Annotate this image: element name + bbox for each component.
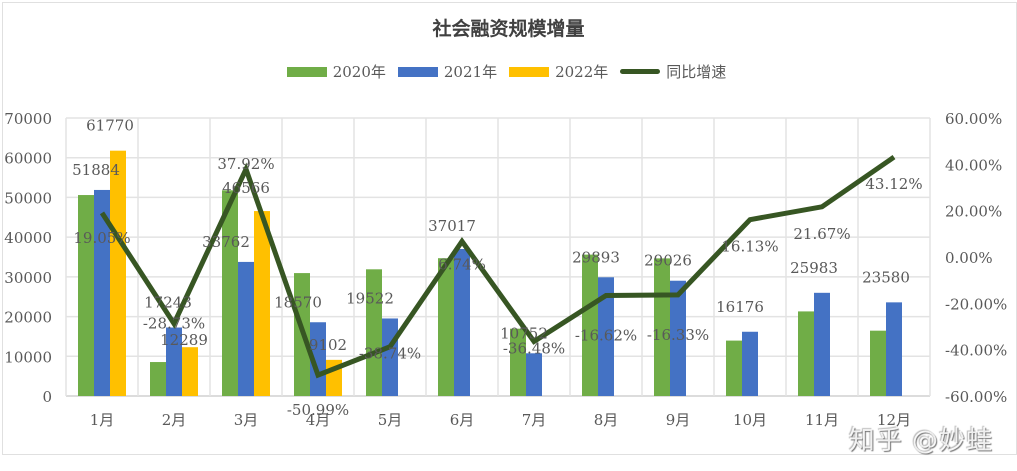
chart-title: 社会融资规模增量 [432, 18, 585, 40]
x-axis-tick: 3月 [234, 411, 259, 429]
left-axis-tick: 70000 [4, 110, 52, 128]
bar-2020年 [366, 269, 382, 396]
bar-data-label: 29026 [644, 252, 692, 270]
line-data-label: 21.67% [793, 225, 850, 243]
left-axis-tick: 30000 [4, 269, 52, 287]
right-axis-tick: 0.00% [945, 249, 993, 267]
bar-data-label: 46566 [222, 179, 270, 197]
left-axis-tick: 10000 [4, 348, 52, 366]
legend-bar-swatch [509, 66, 550, 77]
legend-bar-swatch [286, 66, 327, 77]
bar-2020年 [582, 254, 598, 396]
bar-data-label: 23580 [862, 268, 910, 286]
bar-data-label: 37017 [428, 217, 476, 235]
line-data-label: -38.74% [359, 345, 421, 363]
bar-2022年 [254, 211, 270, 396]
bar-2021年 [742, 331, 758, 396]
line-data-label: 43.12% [865, 175, 922, 193]
line-data-label: -36.48% [503, 340, 565, 358]
right-axis-tick: 20.00% [945, 203, 1002, 221]
left-axis-tick: 60000 [4, 150, 52, 168]
x-axis-tick: 8月 [594, 411, 619, 429]
bar-2021年 [454, 248, 470, 396]
bar-2021年 [238, 261, 254, 396]
x-axis-tick: 5月 [378, 411, 403, 429]
right-axis-tick: -20.00% [945, 295, 1007, 313]
bar-2021年 [670, 280, 686, 396]
legend-item: 2022年 [509, 61, 608, 82]
bar-data-label: 10752 [500, 324, 548, 342]
right-axis-tick: 60.00% [945, 110, 1002, 128]
bar-data-label: 16176 [716, 298, 764, 316]
bar-2020年 [222, 190, 238, 396]
legend-label: 2020年 [332, 63, 386, 81]
line-data-label: -16.33% [647, 326, 709, 344]
bar-data-label: 29893 [572, 248, 620, 266]
bar-2020年 [510, 328, 526, 396]
x-axis-tick: 11月 [805, 411, 839, 429]
line-data-label: -28.73% [143, 315, 205, 333]
bar-2020年 [78, 195, 94, 396]
bar-data-label: 25983 [790, 259, 838, 277]
line-data-label: 37.92% [217, 155, 274, 173]
legend-line-swatch [620, 69, 661, 74]
legend-label: 同比增速 [666, 63, 727, 81]
bar-data-label: 9102 [309, 336, 347, 354]
bar-2020年 [438, 258, 454, 396]
bar-data-label: 17243 [144, 294, 192, 312]
bar-data-label: 19522 [346, 289, 394, 307]
bar-2020年 [726, 340, 742, 396]
bar-2022年 [110, 150, 126, 396]
right-axis-tick: 40.00% [945, 156, 1002, 174]
legend-item: 2020年 [286, 61, 386, 82]
left-axis-tick: 0 [42, 388, 52, 406]
right-axis-tick: -60.00% [945, 388, 1007, 406]
x-axis-tick: 12月 [877, 411, 911, 429]
x-axis-tick: 7月 [522, 411, 547, 429]
bar-2021年 [814, 292, 830, 396]
left-axis-tick: 20000 [4, 309, 52, 327]
legend-label: 2021年 [443, 63, 498, 81]
watermark: 知乎 @妙蛙 [848, 426, 993, 456]
yoy-growth-line [99, 155, 896, 379]
legend-item: 2021年 [397, 61, 498, 82]
bar-2022年 [182, 347, 198, 396]
right-axis-tick: -40.00% [945, 342, 1007, 360]
line-data-label: 6.74% [438, 255, 486, 273]
bar-2021年 [310, 322, 326, 396]
bar-2020年 [150, 362, 166, 396]
left-axis-tick: 40000 [4, 229, 52, 247]
bar-data-label: 18570 [274, 293, 322, 311]
x-axis-tick: 2月 [162, 411, 187, 429]
line-data-label: 19.05% [73, 229, 130, 247]
line-data-label: -16.62% [575, 327, 637, 345]
bar-2020年 [870, 330, 886, 396]
bar-2021年 [166, 327, 182, 396]
legend-bar-swatch [397, 66, 438, 77]
chart-legend: 2020年 2021年 2022年 同比增速 [0, 61, 1017, 82]
bar-2020年 [798, 311, 814, 396]
line-data-label: 16.13% [721, 238, 778, 256]
legend-item: 同比增速 [620, 61, 726, 82]
x-axis-tick: 4月 [306, 411, 331, 429]
line-data-label: -50.99% [287, 401, 349, 419]
bar-2021年 [526, 353, 542, 396]
legend-label: 2022年 [555, 63, 609, 81]
bar-data-label: 51884 [72, 161, 120, 179]
x-axis-tick: 6月 [450, 411, 475, 429]
x-axis-tick: 1月 [90, 411, 115, 429]
bar-2021年 [598, 277, 614, 396]
bar-2021年 [886, 302, 902, 396]
bar-data-label: 61770 [86, 117, 134, 135]
bar-data-label: 33762 [202, 233, 250, 251]
bar-data-label: 12289 [160, 331, 208, 349]
x-axis-tick: 10月 [733, 411, 767, 429]
x-axis-tick: 9月 [666, 411, 691, 429]
left-axis-tick: 50000 [4, 189, 52, 207]
bar-2021年 [94, 189, 110, 396]
